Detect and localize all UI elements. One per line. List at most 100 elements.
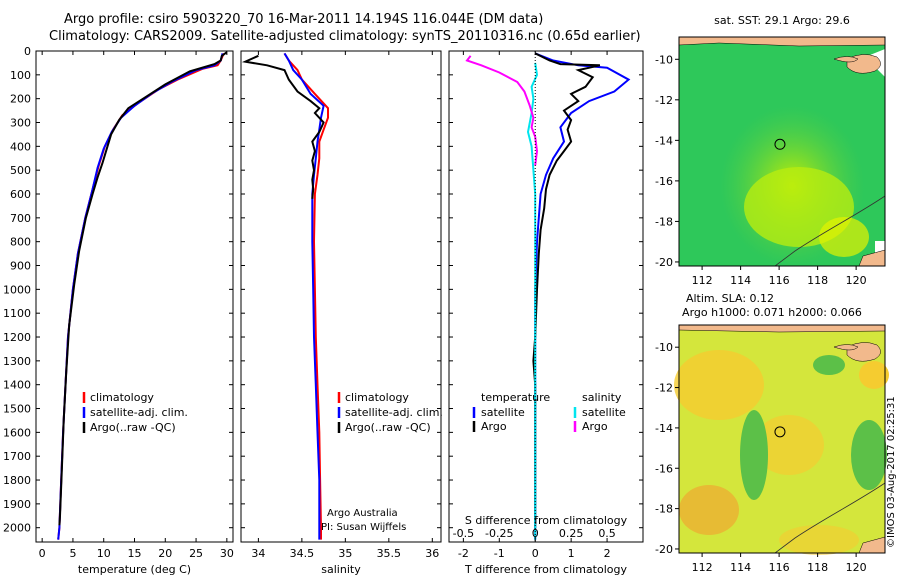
x-tick-label: 5 <box>69 547 76 560</box>
island <box>833 56 859 63</box>
y-tick-label: 0 <box>24 45 31 58</box>
map-frame <box>678 324 886 554</box>
legend-label: satellite-adj. clim. <box>90 406 188 419</box>
x-tick-label: 114 <box>730 561 751 574</box>
series-line-2 <box>241 54 325 199</box>
legend-title: salinity <box>582 391 622 404</box>
legend-label: Argo <box>582 420 608 433</box>
legend-title: temperature <box>481 391 550 404</box>
s-tick-label: -0.5 <box>453 527 474 540</box>
sla-high-patch <box>779 525 859 555</box>
x-tick-label: 118 <box>807 274 828 287</box>
sla-map-subtitle: Argo h1000: 0.071 h2000: 0.066 <box>682 306 862 319</box>
y-tick-label: 1700 <box>3 450 31 463</box>
title-line-1: Argo profile: csiro 5903220_70 16-Mar-20… <box>64 12 544 27</box>
x-tick-label: 10 <box>97 547 111 560</box>
x-tick-label: 34.5 <box>290 547 315 560</box>
legend-label: climatology <box>90 391 154 404</box>
y-tick-label: 1300 <box>3 355 31 368</box>
legend-label: satellite <box>582 406 626 419</box>
series-group <box>465 52 631 540</box>
plot-frame <box>35 50 234 543</box>
x-axis-label: salinity <box>321 563 361 576</box>
y-tick-label: 800 <box>10 236 31 249</box>
y-tick-label: -14 <box>655 134 673 147</box>
series-line-0 <box>534 52 631 540</box>
y-tick-label: -18 <box>655 215 673 228</box>
legend-label: Argo <box>481 420 507 433</box>
x-tick-label: 116 <box>769 274 790 287</box>
sla-high-patch <box>674 350 764 420</box>
x-axis-label: temperature (deg C) <box>78 563 191 576</box>
plot-frame <box>240 50 442 543</box>
sla-high-patch <box>859 361 889 389</box>
sla-high-patch <box>679 485 739 535</box>
coastline <box>773 195 886 267</box>
x-tick-label: 116 <box>769 561 790 574</box>
pi-label: PI: Susan Wijffels <box>321 522 406 533</box>
s-tick-label: -0.25 <box>485 527 513 540</box>
y-tick-label: -18 <box>655 503 673 516</box>
y-tick-label: -20 <box>655 256 673 269</box>
x-tick-label: 35 <box>338 547 352 560</box>
x-tick-label: 30 <box>220 547 234 560</box>
legend-label: satellite <box>481 406 525 419</box>
y-tick-label: 700 <box>10 212 31 225</box>
y-tick-label: -16 <box>655 462 673 475</box>
y-tick-label: 2000 <box>3 522 31 535</box>
y-tick-label: -16 <box>655 175 673 188</box>
series-line-3 <box>465 55 539 166</box>
warm-patch <box>819 217 869 257</box>
series-line-1 <box>532 52 601 528</box>
series-line-1 <box>57 53 224 540</box>
series-line-2 <box>58 51 228 526</box>
sla-low-patch <box>740 410 768 500</box>
x-tick-label: 114 <box>730 274 751 287</box>
argo-australia-label: Argo Australia <box>327 508 398 519</box>
x-tick-label: 36 <box>425 547 439 560</box>
y-tick-label: 300 <box>10 117 31 130</box>
title-line-2: Climatology: CARS2009. Satellite-adjuste… <box>49 29 641 44</box>
map-frame <box>678 36 886 267</box>
coastline <box>773 482 886 554</box>
series-group <box>241 52 329 540</box>
salinity-panel: 34 34.5 35 35.5 36 salinity climatology satelli… <box>240 50 443 576</box>
sla-map-title: Altim. SLA: 0.12 <box>686 292 774 305</box>
y-tick-label: -10 <box>655 53 673 66</box>
legend-label: Argo(..raw -QC) <box>90 421 176 434</box>
x-tick-label: 0 <box>39 547 46 560</box>
x-tick-label: 15 <box>128 547 142 560</box>
s-tick-label: 0.5 <box>598 527 616 540</box>
y-tick-label: 100 <box>10 69 31 82</box>
sst-map-title: sat. SST: 29.1 Argo: 29.6 <box>714 14 850 27</box>
y-tick-label: 1900 <box>3 498 31 511</box>
sla-low-patch <box>813 355 845 375</box>
series-line-2 <box>526 62 539 540</box>
argo-location-marker <box>774 426 786 438</box>
argo-location-marker <box>774 138 786 150</box>
island <box>833 344 859 351</box>
imos-timestamp: ©IMOS 03-Aug-2017 02:25:31 <box>886 396 897 548</box>
y-tick-label: -20 <box>655 543 673 556</box>
x-tick-label: -2 <box>458 547 469 560</box>
y-tick-label: 600 <box>10 188 31 201</box>
sla-low-patch <box>851 420 887 490</box>
y-tick-label: -10 <box>655 341 673 354</box>
y-tick-label: 900 <box>10 260 31 273</box>
y-tick-label: 1800 <box>3 474 31 487</box>
x-tick-label: 120 <box>846 274 867 287</box>
s-tick-label: 0.25 <box>559 527 584 540</box>
x-tick-label: 34 <box>251 547 265 560</box>
y-tick-label: 400 <box>10 140 31 153</box>
s-tick-label: 0 <box>532 527 539 540</box>
x-tick-label: 2 <box>604 547 611 560</box>
y-tick-label: 1400 <box>3 379 31 392</box>
temperature-panel: 0 5 10 15 20 25 30 temperature (deg C) 0 100 200 30… <box>3 45 234 576</box>
x-tick-label: 25 <box>189 547 203 560</box>
x-tick-label: 0 <box>532 547 539 560</box>
x-tick-label: 118 <box>807 561 828 574</box>
y-tick-label: -14 <box>655 422 673 435</box>
x-tick-label: 120 <box>846 561 867 574</box>
y-tick-label: 500 <box>10 164 31 177</box>
